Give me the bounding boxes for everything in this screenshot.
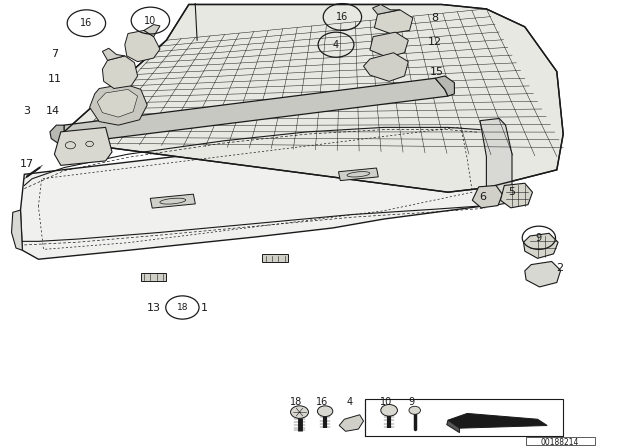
Text: 17: 17	[20, 159, 34, 169]
Text: 14: 14	[45, 106, 60, 116]
Text: 10: 10	[380, 397, 392, 407]
Text: 12: 12	[428, 37, 442, 47]
Circle shape	[317, 406, 333, 417]
Text: 4: 4	[347, 397, 353, 407]
Text: 11: 11	[48, 73, 62, 84]
Text: 16: 16	[80, 18, 93, 28]
Text: 13: 13	[147, 302, 161, 313]
Polygon shape	[54, 127, 112, 165]
Polygon shape	[144, 25, 160, 37]
Text: 18: 18	[289, 397, 302, 407]
Polygon shape	[50, 125, 64, 143]
Text: 9: 9	[408, 397, 415, 407]
Polygon shape	[150, 194, 195, 208]
Polygon shape	[525, 262, 561, 287]
Polygon shape	[447, 420, 460, 433]
Text: 8: 8	[431, 13, 439, 23]
Text: 1: 1	[202, 302, 208, 313]
Text: 00188214: 00188214	[541, 438, 579, 447]
Polygon shape	[90, 84, 147, 125]
Text: 3: 3	[24, 106, 30, 116]
Bar	[365, 399, 563, 436]
Circle shape	[409, 406, 420, 414]
Polygon shape	[97, 90, 138, 117]
Polygon shape	[141, 273, 166, 281]
Polygon shape	[372, 4, 400, 14]
Polygon shape	[12, 210, 22, 250]
Polygon shape	[364, 53, 408, 82]
Polygon shape	[374, 10, 413, 34]
Text: 6: 6	[480, 192, 486, 202]
Text: 16: 16	[316, 397, 328, 407]
Polygon shape	[448, 414, 547, 428]
Text: 15: 15	[430, 67, 444, 78]
Polygon shape	[262, 254, 288, 263]
Text: 4: 4	[333, 40, 339, 50]
Bar	[526, 437, 595, 445]
Text: 18: 18	[177, 303, 188, 312]
Polygon shape	[339, 415, 364, 431]
Polygon shape	[20, 121, 493, 259]
Text: 2: 2	[556, 263, 564, 273]
Polygon shape	[480, 118, 512, 206]
Circle shape	[291, 406, 308, 418]
Polygon shape	[500, 183, 532, 208]
Text: 7: 7	[51, 49, 59, 59]
Text: 10: 10	[144, 16, 157, 26]
Circle shape	[381, 405, 397, 416]
Text: 5: 5	[509, 187, 515, 197]
Polygon shape	[472, 185, 502, 208]
Polygon shape	[524, 233, 558, 258]
Polygon shape	[370, 32, 408, 57]
Polygon shape	[102, 56, 138, 89]
Polygon shape	[64, 78, 448, 143]
Polygon shape	[125, 30, 160, 62]
Polygon shape	[64, 4, 563, 192]
Polygon shape	[339, 168, 378, 181]
Text: 9: 9	[536, 233, 542, 243]
Polygon shape	[102, 48, 125, 60]
Text: 16: 16	[336, 12, 349, 22]
Polygon shape	[435, 76, 454, 96]
